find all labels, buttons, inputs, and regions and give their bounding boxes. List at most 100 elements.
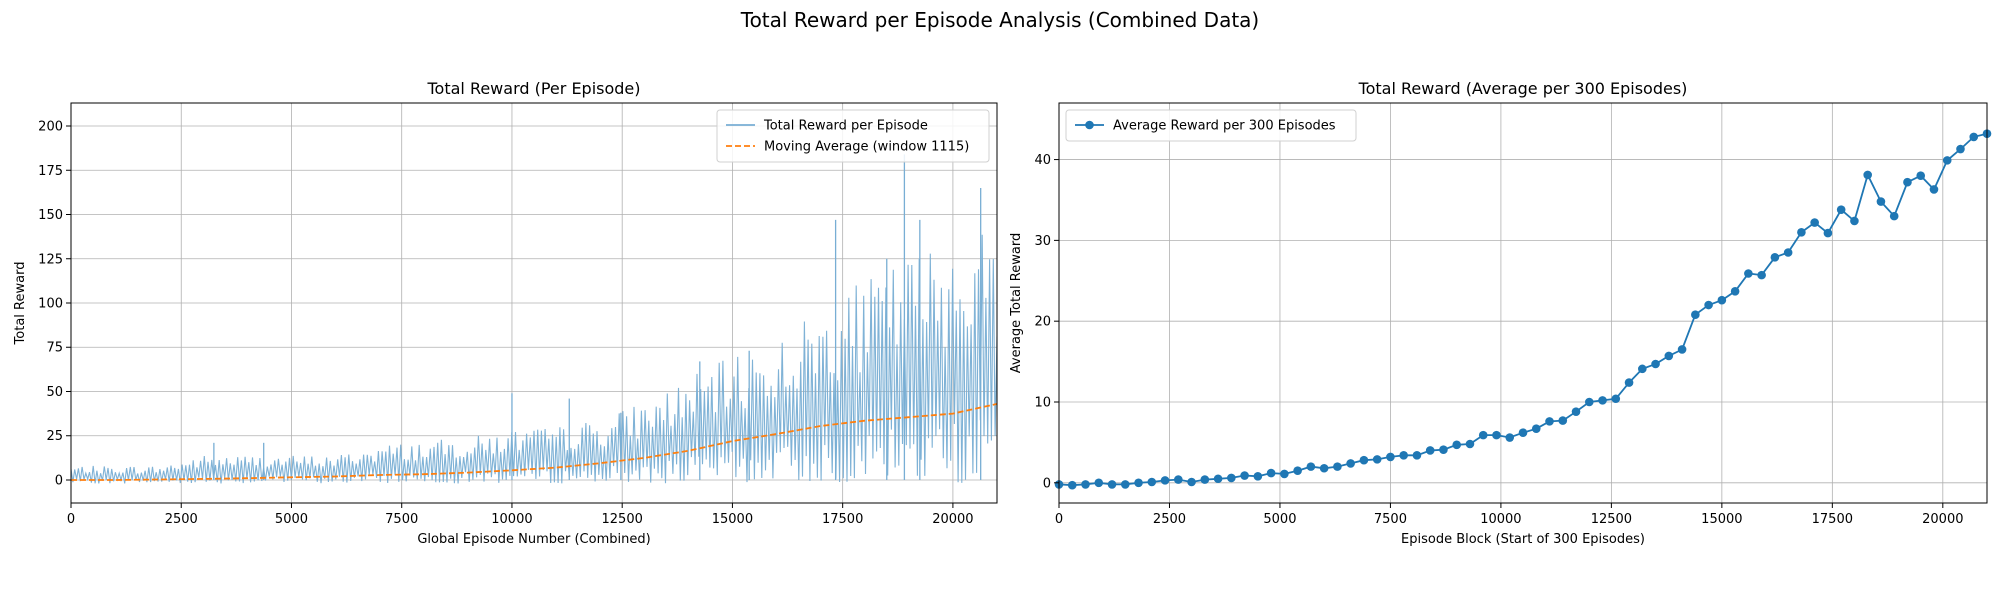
data-point [1346, 459, 1355, 468]
x-tick-label: 12500 [1591, 512, 1632, 527]
y-tick-label: 175 [38, 164, 63, 179]
data-point [1704, 300, 1713, 310]
data-point [1452, 440, 1462, 450]
data-point [1545, 417, 1554, 426]
y-tick-label: 0 [1043, 476, 1051, 491]
data-point [1558, 416, 1568, 425]
data-point [1120, 480, 1130, 489]
x-tick-label: 2500 [1153, 512, 1186, 527]
data-point [1730, 286, 1740, 296]
data-point [1492, 430, 1501, 440]
chart-title: Total Reward (Per Episode) [426, 79, 640, 98]
data-point [1266, 468, 1276, 478]
data-point [1929, 185, 1939, 194]
legend-marker [1085, 120, 1094, 130]
legend-label: Moving Average (window 1115) [764, 140, 969, 155]
data-point [1174, 475, 1183, 484]
data-point [1319, 463, 1329, 473]
legend-box [716, 109, 990, 163]
data-point [1598, 396, 1607, 405]
series-line-raw-reward [71, 234, 997, 484]
data-point [1611, 394, 1621, 404]
data-point [1200, 475, 1210, 484]
data-point [1280, 469, 1289, 479]
data-point [1850, 216, 1859, 226]
data-point [1783, 248, 1793, 257]
legend: Total Reward per Episode Moving Average (… [716, 109, 990, 163]
data-point [1584, 397, 1594, 407]
data-point [1147, 477, 1157, 487]
y-tick-label: 10 [1034, 395, 1051, 410]
x-tick-label: 15000 [712, 512, 753, 527]
data-point [1081, 480, 1090, 489]
data-point [1823, 228, 1833, 238]
legend-box [1065, 109, 1357, 142]
data-point [1876, 197, 1886, 206]
legend-label: Average Reward per 300 Episodes [1113, 119, 1336, 134]
y-tick-label: 25 [46, 429, 63, 444]
data-point [1810, 218, 1819, 227]
data-point [1425, 446, 1435, 455]
data-point [1306, 462, 1316, 471]
x-tick-label: 7500 [1374, 512, 1407, 527]
data-point [1691, 310, 1700, 320]
data-point [1531, 424, 1541, 433]
x-tick-label: 17500 [1812, 512, 1853, 527]
x-tick-label: 0 [67, 512, 75, 527]
chart-per-episode: 0 2500 5000 7500 10000 12500 15000 17500 20000 0 2… [13, 79, 998, 547]
data-point [1969, 132, 1979, 142]
data-point [1717, 295, 1727, 305]
data-point [1956, 144, 1965, 154]
x-tick-label: 17500 [822, 512, 863, 527]
data-point [1439, 445, 1448, 454]
data-point [1638, 364, 1647, 374]
series-line-moving-average [71, 403, 997, 481]
y-tick-label: 125 [38, 252, 63, 267]
grid [1058, 103, 1987, 503]
data-point [1412, 451, 1422, 460]
data-point [1744, 269, 1753, 278]
y-tick-label: 0 [55, 473, 63, 488]
x-axis-label: Global Episode Number (Combined) [417, 532, 650, 547]
y-tick-label: 75 [46, 341, 63, 356]
x-tick-label: 10000 [1480, 512, 1521, 527]
chart-average-per-300: 0 2500 5000 7500 10000 12500 15000 17500 20000 0 1… [1009, 79, 1992, 547]
y-tick-label: 200 [38, 120, 63, 135]
x-tick-label: 15000 [1701, 512, 1742, 527]
x-axis-label: Episode Block (Start of 300 Episodes) [1401, 532, 1645, 547]
y-axis-label: Average Total Reward [1009, 233, 1024, 373]
data-point [1916, 171, 1926, 181]
x-tick-label: 7500 [385, 512, 418, 527]
x-tick-label: 12500 [602, 512, 643, 527]
data-point [1664, 351, 1674, 361]
x-tick-label: 20000 [1922, 512, 1963, 527]
data-point [1836, 205, 1846, 214]
x-tick-label: 5000 [275, 512, 308, 527]
data-point [1478, 430, 1488, 440]
x-tick-label: 5000 [1263, 512, 1296, 527]
data-point [1187, 477, 1196, 487]
y-axis-label: Total Reward [13, 262, 28, 346]
data-point [1107, 480, 1117, 489]
plot-area [71, 154, 997, 484]
data-point [1213, 474, 1223, 484]
data-point [1797, 227, 1806, 237]
data-point [1505, 433, 1515, 442]
chart-title: Total Reward (Average per 300 Episodes) [1358, 79, 1688, 98]
data-point [1651, 359, 1660, 369]
data-point [1386, 452, 1395, 462]
data-point [1240, 471, 1249, 480]
data-point [1372, 455, 1382, 464]
data-point [1359, 455, 1369, 465]
data-point [1227, 473, 1236, 483]
data-point [1770, 253, 1780, 262]
data-point [1863, 170, 1872, 180]
data-point [1399, 451, 1408, 460]
data-point [1624, 378, 1634, 387]
y-tick-label: 40 [1034, 153, 1051, 168]
data-point [1518, 428, 1528, 437]
data-point [1333, 462, 1342, 471]
data-point [1094, 478, 1104, 488]
data-point [1571, 407, 1581, 416]
